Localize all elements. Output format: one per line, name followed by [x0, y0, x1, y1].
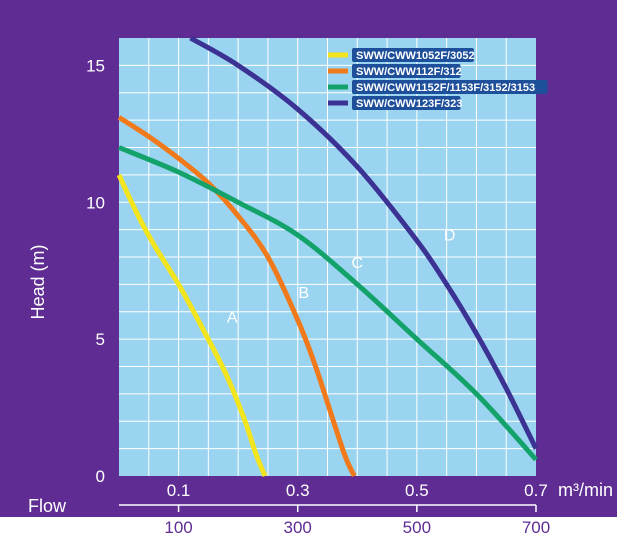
- curve-labels: A B C D: [227, 228, 456, 327]
- series-line-d: [189, 35, 539, 450]
- grid-lines: [119, 38, 536, 476]
- legend-entry: SWW/CWW123F/323: [356, 98, 462, 110]
- x-tick-label-lpm: 500: [403, 518, 431, 537]
- curve-label-d: D: [444, 228, 456, 245]
- curve-label-a: A: [227, 310, 238, 327]
- flow-label: Flow: [28, 496, 67, 516]
- bottom-strip: [0, 517, 617, 539]
- series-line-a: [116, 173, 268, 477]
- series-line-c: [118, 145, 538, 462]
- x-tick-label-lpm: 300: [284, 518, 312, 537]
- y-tick-label: 5: [96, 330, 105, 349]
- curve-label-b: B: [298, 285, 309, 302]
- legend-label-bg: [352, 48, 474, 62]
- x-axis-unit-lpm: LPM: [573, 516, 610, 536]
- y-tick-label: 10: [86, 193, 105, 212]
- series-line-b: [117, 115, 357, 478]
- y-tick-label: 0: [96, 467, 105, 486]
- y-axis-label: Head (m): [28, 244, 48, 319]
- legend-entry: SWW/CWW112F/312: [356, 66, 462, 78]
- x-tick-label-lpm: 700: [522, 518, 550, 537]
- y-tick-label: 15: [86, 56, 105, 75]
- legend: SWW/CWW1052F/3052 SWW/CWW112F/312 SWW/CWW1…: [328, 48, 548, 110]
- pump-curves: [116, 35, 539, 478]
- x-tick-label-m3min: 0.1: [167, 481, 191, 500]
- legend-entry: SWW/CWW1052F/3052: [356, 50, 475, 62]
- x-tick-label-m3min: 0.7: [524, 481, 548, 500]
- x-tick-label-m3min: 0.3: [286, 481, 310, 500]
- x-axis-unit-m3min: m³/min: [558, 480, 613, 500]
- legend-entry: SWW/CWW1152F/1153F/3152/3153: [356, 82, 535, 94]
- legend-label-bg: [352, 96, 461, 110]
- legend-label-bg: [352, 64, 461, 78]
- x-tick-label-m3min: 0.5: [405, 481, 429, 500]
- x-tick-label-lpm: 100: [164, 518, 192, 537]
- legend-label-bg: [352, 80, 548, 94]
- curve-label-c: C: [352, 255, 364, 272]
- axis-ticks: 0 5 10 15 0.1 0.3 0.5 0.7 100 300 500 700: [86, 56, 550, 537]
